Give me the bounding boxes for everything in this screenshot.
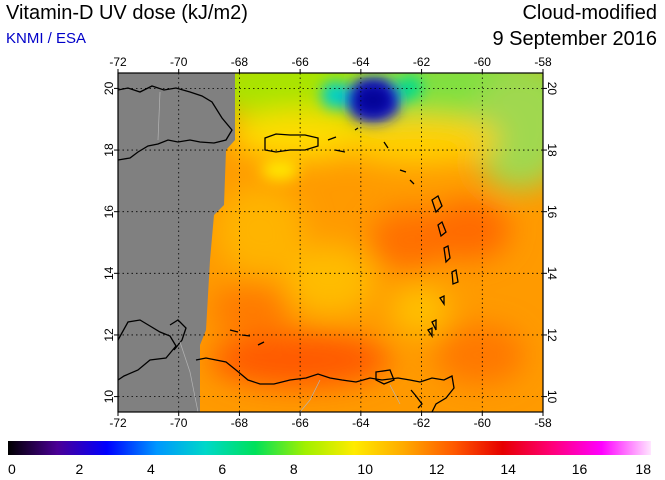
lon-tick-label-bottom: -66 xyxy=(291,416,309,430)
lat-tick-label-right: 20 xyxy=(545,82,559,96)
lon-tick-label-top: -58 xyxy=(534,55,552,69)
map-frame xyxy=(117,72,544,413)
lat-tick-label-left: 18 xyxy=(102,143,116,157)
colorbar-tick-label: 18 xyxy=(635,461,651,477)
coastlines xyxy=(118,85,459,412)
colorbar-ticks: 0 2 4 6 8 10 12 14 16 18 xyxy=(8,461,651,477)
lat-tick-label-right: 10 xyxy=(545,390,559,404)
colorbar-tick-label: 8 xyxy=(290,461,298,477)
lon-tick-label-top: -60 xyxy=(474,55,492,69)
colorbar-tick-label: 0 xyxy=(8,461,16,477)
product-label: Cloud-modified xyxy=(522,2,657,24)
lat-tick-label-left: 16 xyxy=(102,205,116,219)
lon-ticks-bottom: -72 -70 -68 -66 -64 -62 -60 -58 xyxy=(109,416,552,430)
colorbar-tick-label: 14 xyxy=(500,461,516,477)
lat-tick-label-left: 10 xyxy=(102,390,116,404)
lat-tick-label-right: 16 xyxy=(545,205,559,219)
lon-tick-label-top: -70 xyxy=(170,55,188,69)
lon-tick-label-bottom: -60 xyxy=(474,416,492,430)
lon-tick-label-bottom: -70 xyxy=(170,416,188,430)
credit-label: KNMI / ESA xyxy=(6,30,87,47)
graticule xyxy=(118,73,543,412)
colorbar-tick-label: 4 xyxy=(147,461,155,477)
lon-tick-label-top: -64 xyxy=(352,55,370,69)
lon-tick-label-bottom: -64 xyxy=(352,416,370,430)
lon-tick-label-bottom: -68 xyxy=(231,416,249,430)
date-label: 9 September 2016 xyxy=(492,28,657,50)
lon-tick-label-top: -62 xyxy=(413,55,431,69)
lon-tick-label-top: -68 xyxy=(231,55,249,69)
lat-ticks-right: 10 12 14 16 18 20 xyxy=(545,82,559,404)
lon-tick-label-top: -72 xyxy=(109,55,127,69)
lat-tick-label-right: 12 xyxy=(545,328,559,342)
uv-dose-field xyxy=(118,73,543,412)
maracaibo-coast xyxy=(118,319,187,381)
borders xyxy=(157,91,401,412)
lon-tick-label-bottom: -72 xyxy=(109,416,127,430)
offshore-islands-coast xyxy=(229,329,423,409)
lat-tick-label-left: 12 xyxy=(102,328,116,342)
map-title: Vitamin-D UV dose (kJ/m2) xyxy=(6,2,248,24)
no-data-region xyxy=(118,73,235,412)
colorbar-tick-label: 6 xyxy=(218,461,226,477)
lon-ticks-top: -72 -70 -68 -66 -64 -62 -60 -58 xyxy=(109,55,552,69)
colorbar-tick-label: 16 xyxy=(572,461,588,477)
lon-tick-label-bottom: -58 xyxy=(534,416,552,430)
colorbar-tick-label: 12 xyxy=(429,461,445,477)
venezuela-coast xyxy=(195,357,455,412)
lon-tick-label-top: -66 xyxy=(291,55,309,69)
lat-tick-label-right: 14 xyxy=(545,267,559,281)
lon-tick-label-bottom: -62 xyxy=(413,416,431,430)
colorbar-tick-label: 10 xyxy=(357,461,373,477)
puerto-rico-coast xyxy=(264,133,319,153)
virgin-islands-coast xyxy=(327,127,415,185)
hispaniola-coast xyxy=(118,85,233,161)
lat-tick-label-left: 20 xyxy=(102,81,116,95)
lat-tick-label-right: 18 xyxy=(545,143,559,157)
lesser-antilles-coast xyxy=(427,195,459,339)
colorbar-tick-label: 2 xyxy=(76,461,84,477)
colorbar xyxy=(8,441,651,455)
lat-tick-label-left: 14 xyxy=(102,266,116,280)
lat-ticks-left: 10 12 14 16 18 20 xyxy=(102,81,116,403)
